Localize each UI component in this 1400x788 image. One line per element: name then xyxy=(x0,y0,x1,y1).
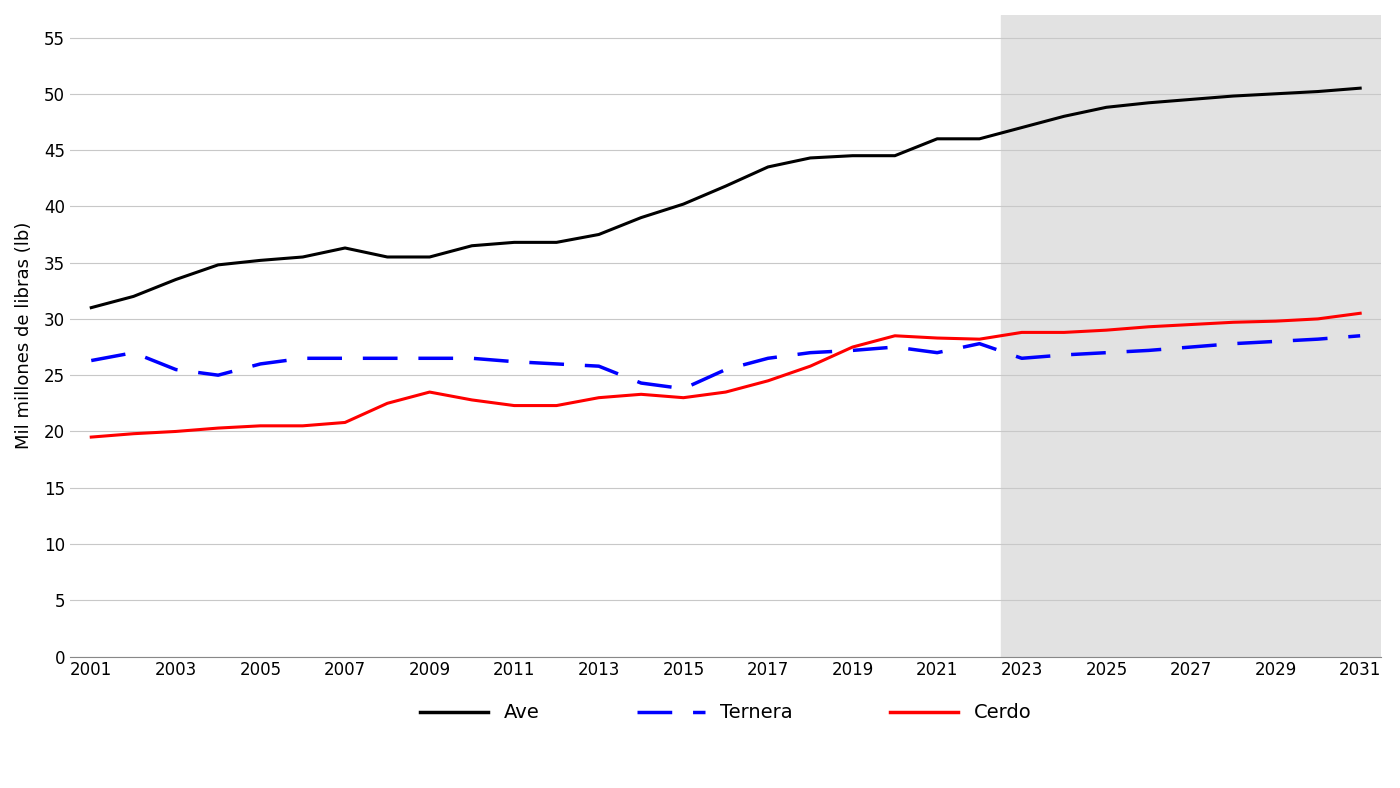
Legend: Ave, Ternera, Cerdo: Ave, Ternera, Cerdo xyxy=(412,696,1039,730)
Y-axis label: Mil millones de libras (lb): Mil millones de libras (lb) xyxy=(15,222,34,449)
Bar xyxy=(1001,15,1382,656)
